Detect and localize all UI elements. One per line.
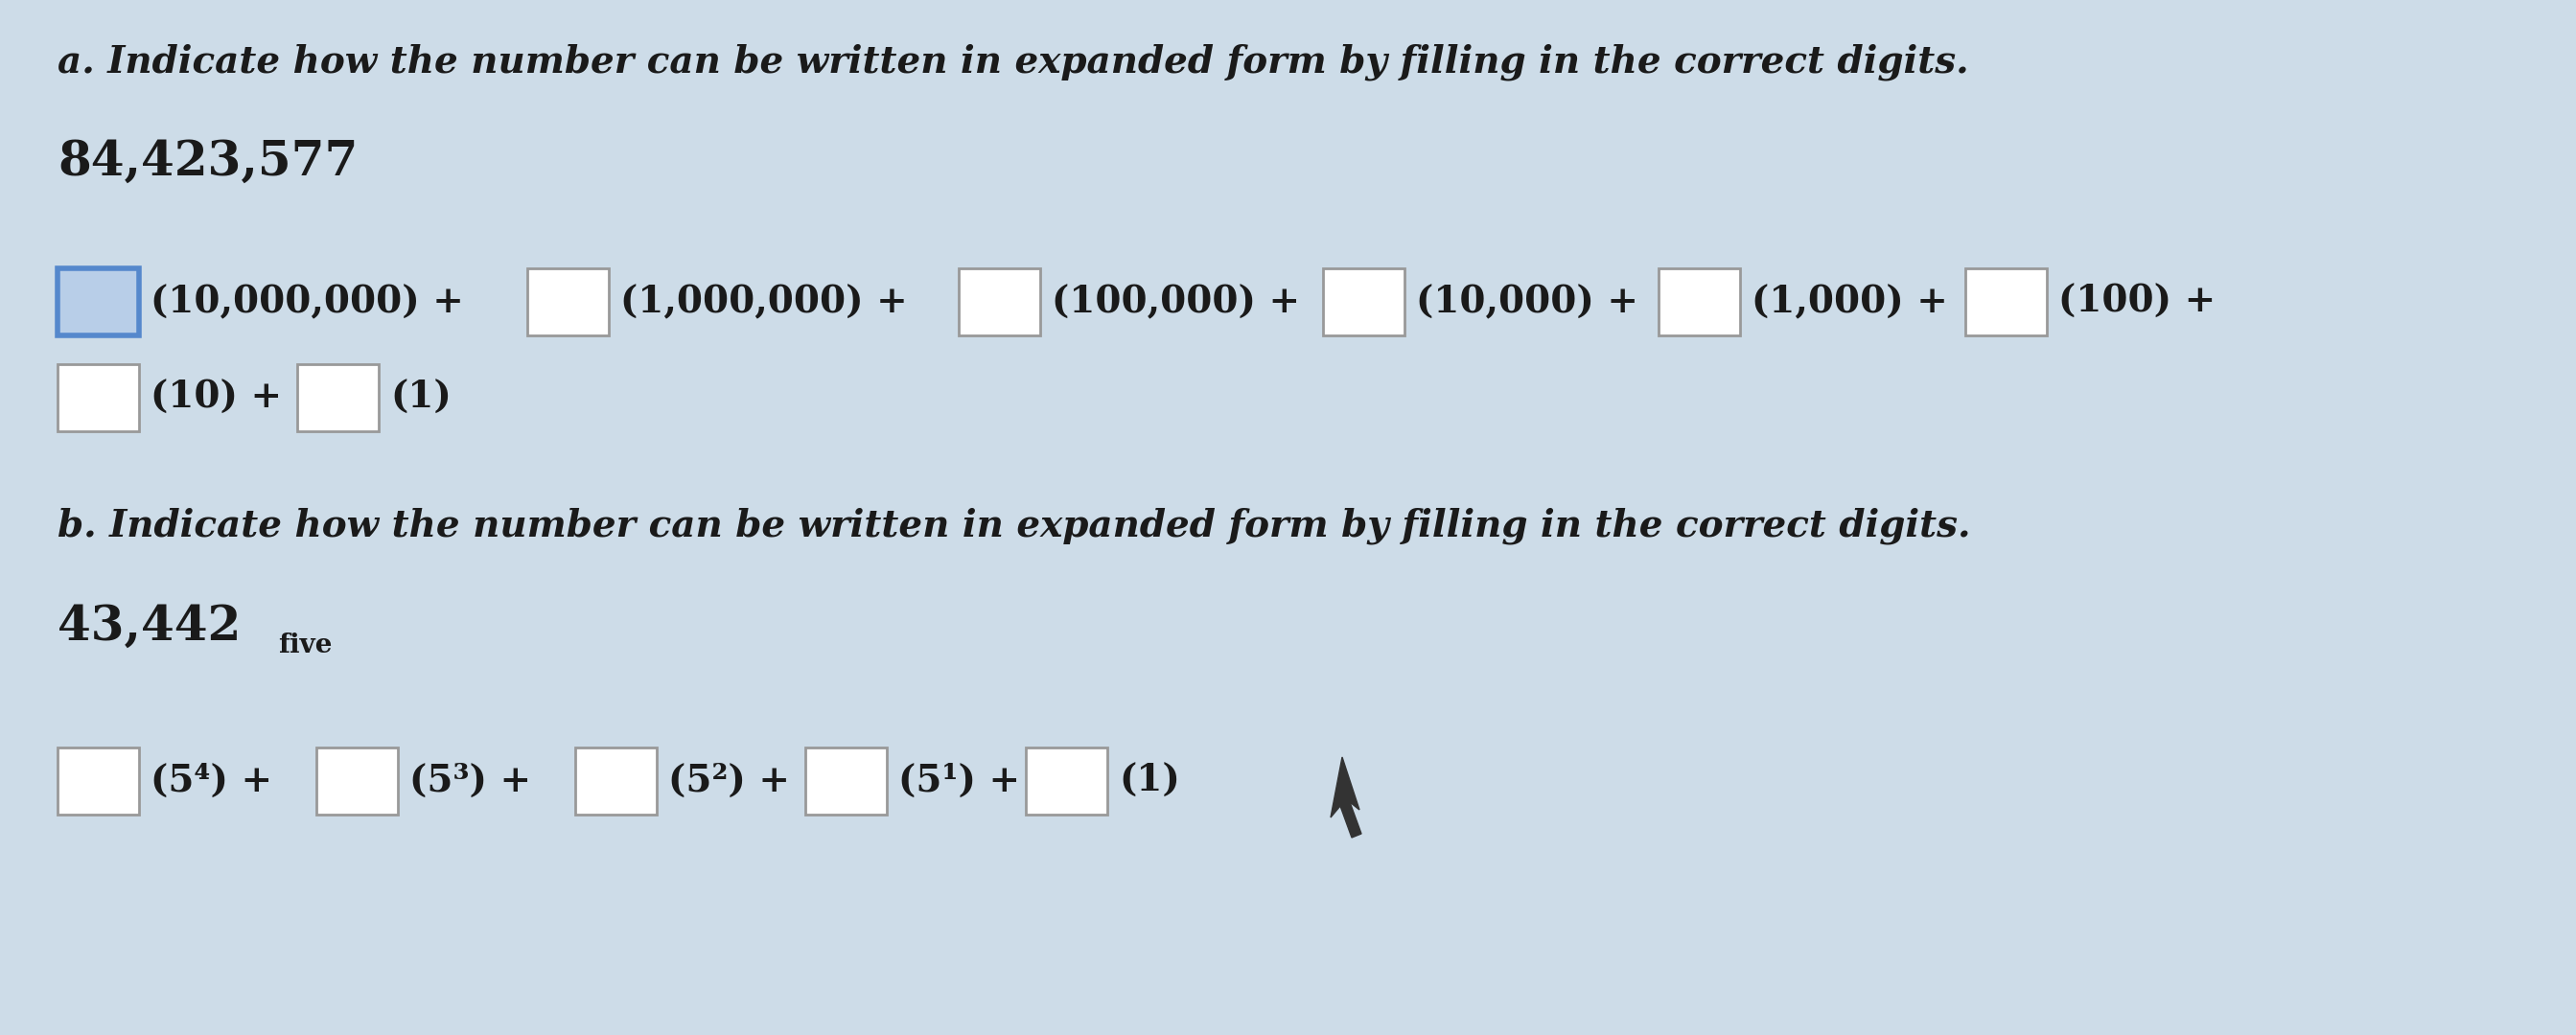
- FancyBboxPatch shape: [958, 268, 1041, 335]
- Text: 84,423,577: 84,423,577: [57, 139, 358, 186]
- FancyBboxPatch shape: [317, 747, 397, 815]
- Text: 43,442: 43,442: [57, 603, 242, 651]
- Text: (10,000,000) +: (10,000,000) +: [149, 284, 464, 320]
- FancyBboxPatch shape: [1659, 268, 1739, 335]
- FancyBboxPatch shape: [296, 364, 379, 432]
- FancyBboxPatch shape: [574, 747, 657, 815]
- Text: (1,000,000) +: (1,000,000) +: [621, 284, 907, 320]
- Text: (10) +: (10) +: [149, 380, 281, 416]
- Text: (100,000) +: (100,000) +: [1051, 284, 1301, 320]
- Text: five: five: [278, 632, 332, 658]
- Text: (5²) +: (5²) +: [667, 763, 791, 799]
- Text: (10,000) +: (10,000) +: [1417, 284, 1638, 320]
- FancyBboxPatch shape: [57, 747, 139, 815]
- Text: b. Indicate how the number can be written in expanded form by filling in the cor: b. Indicate how the number can be writte…: [57, 508, 1971, 544]
- Text: (1): (1): [389, 380, 451, 416]
- Text: (1): (1): [1118, 763, 1180, 799]
- FancyBboxPatch shape: [57, 364, 139, 432]
- Text: a. Indicate how the number can be written in expanded form by filling in the cor: a. Indicate how the number can be writte…: [57, 43, 1968, 80]
- FancyBboxPatch shape: [57, 268, 139, 335]
- Text: (5⁴) +: (5⁴) +: [149, 763, 273, 799]
- FancyBboxPatch shape: [806, 747, 886, 815]
- Text: (1,000) +: (1,000) +: [1752, 284, 1947, 320]
- Text: (100) +: (100) +: [2058, 284, 2215, 320]
- Polygon shape: [1332, 757, 1360, 837]
- FancyBboxPatch shape: [528, 268, 608, 335]
- FancyBboxPatch shape: [1324, 268, 1404, 335]
- Text: (5¹) +: (5¹) +: [899, 763, 1020, 799]
- FancyBboxPatch shape: [1025, 747, 1108, 815]
- FancyBboxPatch shape: [1965, 268, 2048, 335]
- Text: (5³) +: (5³) +: [410, 763, 531, 799]
